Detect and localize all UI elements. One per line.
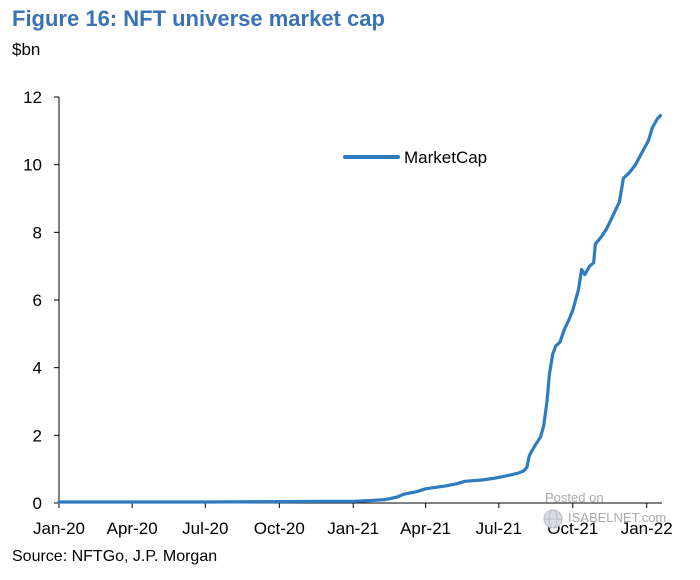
x-tick-label: Apr-21: [400, 519, 451, 538]
chart-legend: MarketCap: [343, 148, 487, 167]
watermark-brand-text: ISABELNET.com: [568, 510, 667, 525]
chart-title: Figure 16: NFT universe market cap: [12, 6, 385, 31]
y-axis-unit-label: $bn: [12, 40, 41, 59]
source-note: Source: NFTGo, J.P. Morgan: [12, 548, 218, 565]
watermark-posted-text: Posted on: [545, 490, 604, 505]
globe-icon: [543, 509, 563, 529]
y-tick-label: 6: [33, 291, 42, 310]
series-line-marketcap: [57, 114, 662, 504]
chart-series: [57, 114, 662, 504]
y-tick-label: 2: [33, 426, 42, 445]
x-tick-label: Jan-21: [327, 519, 379, 538]
y-tick-label: 4: [33, 359, 42, 378]
x-tick-label: Oct-20: [254, 519, 305, 538]
x-tick-label: Jul-20: [182, 519, 228, 538]
y-tick-label: 10: [23, 156, 42, 175]
x-tick-label: Jan-20: [33, 519, 85, 538]
y-tick-label: 8: [33, 223, 42, 242]
legend-label-marketcap: MarketCap: [404, 148, 487, 167]
y-tick-label: 0: [33, 494, 42, 513]
y-axis-ticks: 0 2 4 6 8 10 12: [23, 88, 59, 513]
y-tick-label: 12: [23, 88, 42, 107]
x-tick-label: Jan-22: [621, 519, 673, 538]
x-tick-label: Apr-20: [107, 519, 158, 538]
x-tick-label: Jul-21: [476, 519, 522, 538]
